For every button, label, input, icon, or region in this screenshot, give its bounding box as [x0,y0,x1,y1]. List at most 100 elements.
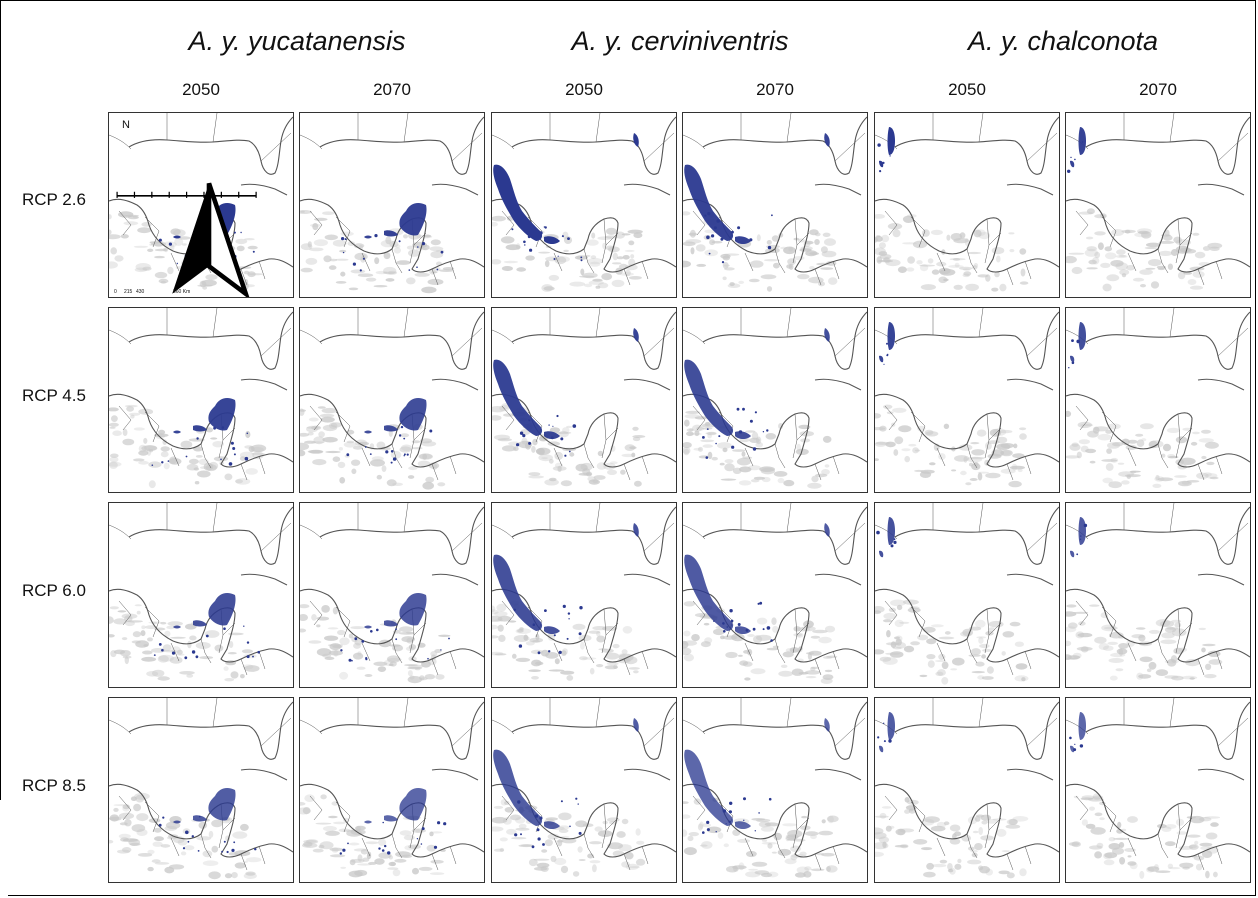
habitat-speck [722,809,727,813]
suitable-habitat-area [684,359,734,436]
habitat-speck [223,840,226,843]
country-border [403,113,409,143]
habitat-speck [378,847,381,850]
habitat-speck [226,850,229,854]
country-border [1101,606,1117,638]
country-border [884,795,898,821]
elevation-shading [492,215,643,292]
suitable-habitat-area [684,164,734,241]
country-border [623,463,631,481]
habitat-speck [240,231,242,234]
country-border [1217,522,1249,552]
habitat-speck [158,823,162,827]
habitat-speck [568,618,570,620]
suitable-habitat-area [633,328,639,342]
map-svg [875,503,1059,685]
country-border [978,308,984,338]
species-title-yucatanensis: A. y. yucatanensis [188,26,406,56]
habitat-speck [1080,535,1082,537]
suitable-habitat-area [173,820,181,824]
gulf-coastline-north [894,311,1059,370]
country-border [109,329,132,345]
country-border [527,411,543,443]
habitat-speck [522,434,526,438]
country-border [527,606,543,638]
cuba-outline [623,378,671,391]
habitat-speck [1074,743,1076,745]
habitat-speck [707,212,711,216]
habitat-speck [705,456,709,459]
habitat-speck [726,626,729,628]
country-border [258,260,266,280]
country-border [335,801,351,833]
habitat-speck [221,426,225,429]
gulf-coastline-north [128,701,293,760]
map-panel-gulf-2070-rcp45 [682,307,868,493]
habitat-speck [195,655,199,659]
habitat-speck [403,437,406,440]
country-border [1157,638,1169,664]
country-border [1075,210,1089,236]
country-border [692,405,706,431]
map-svg [683,113,867,292]
habitat-speck [161,648,164,652]
map-panel-gulf-2070-rcp26 [682,112,868,298]
habitat-speck [352,262,356,266]
habitat-speck [233,231,236,234]
north-arrow-icon [172,182,250,297]
habitat-speck [400,425,404,429]
habitat-speck [723,630,726,633]
habitat-speck [768,797,772,801]
country-border [361,447,371,467]
country-border [309,600,323,626]
map-svg [492,113,676,292]
cuba-outline [814,378,862,391]
habitat-speck [544,609,547,612]
habitat-speck [766,429,769,432]
suitable-habitat-area [1070,355,1075,363]
country-border [603,803,619,831]
suitable-habitat-area [384,620,398,627]
country-border [718,801,734,833]
suitable-habitat-area [735,236,751,244]
country-border [884,405,898,431]
country-border [1075,795,1089,821]
country-border [641,260,649,280]
country-border [527,801,543,833]
suitable-habitat-area [633,718,639,732]
gulf-coastline-south [1066,588,1250,663]
map-svg [875,698,1059,879]
habitat-speck [731,445,735,449]
suitable-habitat-area [544,821,560,829]
country-border [774,248,786,274]
scale-label: 215 [124,289,133,295]
country-border [144,216,160,248]
habitat-speck [742,407,745,411]
habitat-speck [182,847,186,850]
habitat-speck [528,419,531,422]
habitat-speck [390,461,393,464]
habitat-speck [553,258,556,260]
country-border [595,113,601,143]
country-border [1197,268,1205,286]
country-border [109,134,132,150]
habitat-speck [1081,141,1084,143]
habitat-speck [231,848,235,852]
habitat-speck [720,237,724,241]
year-header: 2050 [182,80,220,99]
habitat-speck [876,530,880,535]
country-border [786,503,792,533]
cuba-outline [1006,768,1054,781]
gulf-coastline-north [128,311,293,370]
habitat-speck [550,436,554,440]
habitat-speck [185,830,189,835]
country-border [623,853,631,871]
country-border [986,218,1002,246]
cuba-outline [623,768,671,781]
country-border [1215,455,1223,475]
habitat-speck [762,431,765,433]
habitat-speck [532,623,536,626]
row-label-rcp26: RCP 2.6 [22,190,86,209]
country-border [792,439,798,459]
country-border [403,698,409,728]
